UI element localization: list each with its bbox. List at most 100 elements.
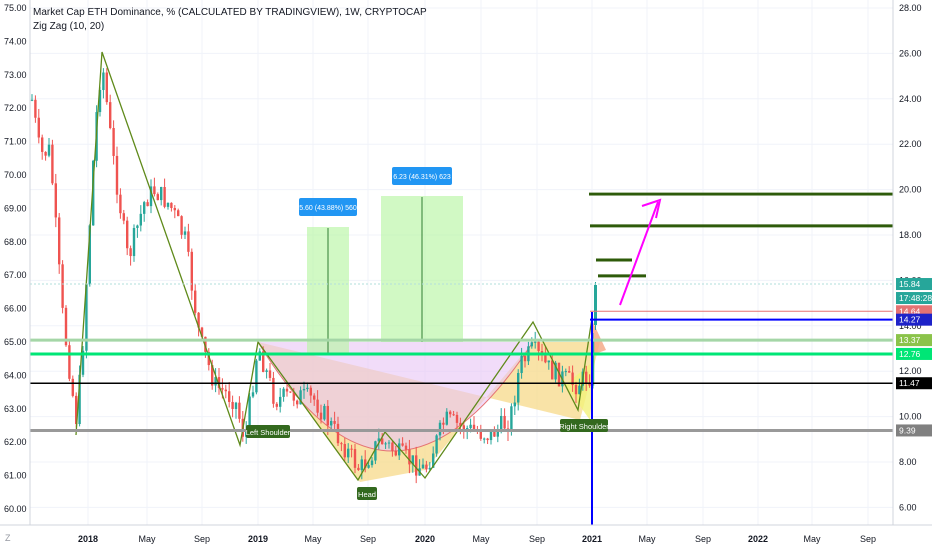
candle-body bbox=[469, 424, 472, 429]
candle-body bbox=[350, 448, 353, 450]
candle-body bbox=[496, 429, 499, 437]
candle-body bbox=[177, 210, 180, 217]
price-label-box bbox=[896, 347, 932, 360]
pattern-label-text: Left Shoulder bbox=[246, 428, 291, 437]
candle-body bbox=[221, 387, 224, 390]
chart-labels: 5.60 (43.88%) 560 6.23 (46.31%) 623 Left S… bbox=[246, 167, 932, 500]
left-axis-tick: 68.00 bbox=[4, 237, 27, 247]
candle-body bbox=[520, 355, 523, 374]
right-axis-tick: 12.00 bbox=[899, 366, 922, 376]
candle-body bbox=[153, 186, 156, 195]
candle-body bbox=[299, 390, 302, 405]
candle-body bbox=[282, 388, 285, 397]
candle-body bbox=[306, 387, 309, 390]
price-label-box bbox=[896, 377, 932, 390]
left-axis-tick: 73.00 bbox=[4, 70, 27, 80]
left-axis-tick: 69.00 bbox=[4, 203, 27, 213]
measure-label-text: 6.23 (46.31%) 623 bbox=[393, 174, 451, 181]
candle-body bbox=[489, 429, 493, 441]
left-axis-tick: 63.00 bbox=[4, 404, 27, 414]
candle-body bbox=[194, 290, 197, 313]
candle-body bbox=[323, 405, 326, 420]
right-axis-tick: 28.00 bbox=[899, 3, 922, 13]
candle-body bbox=[557, 362, 561, 387]
candle-body bbox=[381, 438, 384, 445]
candle-body bbox=[190, 251, 193, 291]
candle-body bbox=[347, 448, 350, 458]
candle-body bbox=[479, 431, 482, 439]
candle-body bbox=[143, 202, 146, 214]
candle-body bbox=[353, 449, 357, 468]
candle-body bbox=[333, 420, 336, 424]
pattern-label-box bbox=[246, 425, 290, 438]
candle-body bbox=[279, 396, 282, 407]
candle-body bbox=[336, 423, 340, 444]
x-axis-tick: 2019 bbox=[248, 534, 268, 544]
candle-body bbox=[513, 402, 516, 407]
zoom-icon[interactable]: Z bbox=[5, 533, 11, 543]
candle-body bbox=[547, 360, 550, 363]
candle-body bbox=[88, 225, 91, 285]
candle-body bbox=[462, 425, 465, 432]
candle-body bbox=[156, 194, 159, 201]
candle-body bbox=[296, 400, 299, 405]
pattern-label-box bbox=[560, 419, 608, 432]
candle-body bbox=[75, 395, 78, 425]
candle-body bbox=[64, 307, 68, 346]
left-axis-tick: 71.00 bbox=[4, 137, 27, 147]
candle-body bbox=[265, 370, 268, 372]
candle-body bbox=[285, 388, 289, 392]
x-axis-tick: Sep bbox=[695, 534, 711, 544]
candle-body bbox=[472, 424, 476, 431]
pattern-overlays bbox=[30, 51, 893, 525]
candle-body bbox=[68, 345, 71, 379]
right-axis-tick: 24.00 bbox=[899, 94, 922, 104]
candle-body bbox=[330, 420, 333, 426]
projection-arrow bbox=[619, 201, 659, 306]
candle-body bbox=[398, 443, 401, 456]
left-axis-tick: 65.00 bbox=[4, 337, 27, 347]
left-axis-tick: 66.00 bbox=[4, 304, 27, 314]
pattern-label-text: Head bbox=[358, 490, 376, 499]
candle-body bbox=[340, 443, 343, 445]
price-label-text: 12.76 bbox=[899, 349, 921, 359]
x-axis-tick: May bbox=[638, 534, 656, 544]
candle-body bbox=[574, 384, 578, 395]
candle-body bbox=[262, 351, 265, 372]
candle-body bbox=[313, 395, 316, 400]
candle-body bbox=[289, 391, 292, 393]
candle-body bbox=[309, 387, 312, 396]
candle-body bbox=[435, 435, 438, 454]
candle-body bbox=[44, 151, 47, 156]
x-axis-tick: Sep bbox=[360, 534, 376, 544]
candle-body bbox=[41, 137, 44, 152]
left-axis-tick: 60.00 bbox=[4, 504, 27, 514]
candle-body bbox=[493, 429, 496, 437]
candle-body bbox=[445, 411, 448, 425]
left-axis-tick: 61.00 bbox=[4, 471, 27, 481]
candle-body bbox=[326, 405, 329, 426]
candle-body bbox=[275, 403, 278, 407]
candle-body bbox=[316, 399, 319, 413]
candle-body bbox=[197, 312, 200, 328]
candle-body bbox=[258, 351, 261, 361]
candle-body bbox=[343, 443, 346, 458]
candle-body bbox=[115, 155, 119, 195]
candle-body bbox=[180, 216, 183, 235]
right-axis-tick: 18.00 bbox=[899, 230, 922, 240]
candle-body bbox=[71, 378, 74, 396]
chart-legend: Market Cap ETH Dominance, % (CALCULATED … bbox=[33, 6, 427, 34]
candle-body bbox=[78, 374, 81, 425]
x-axis-tick: Sep bbox=[529, 534, 545, 544]
candle-body bbox=[34, 99, 37, 118]
candle-body bbox=[228, 391, 231, 402]
candle-body bbox=[411, 455, 414, 465]
right-axis-tick: 22.00 bbox=[899, 139, 922, 149]
candle-body bbox=[517, 373, 520, 403]
candle-body bbox=[170, 202, 173, 209]
candle-body bbox=[404, 445, 408, 450]
candle-body bbox=[357, 467, 360, 471]
left-axis-tick: 67.00 bbox=[4, 270, 27, 280]
